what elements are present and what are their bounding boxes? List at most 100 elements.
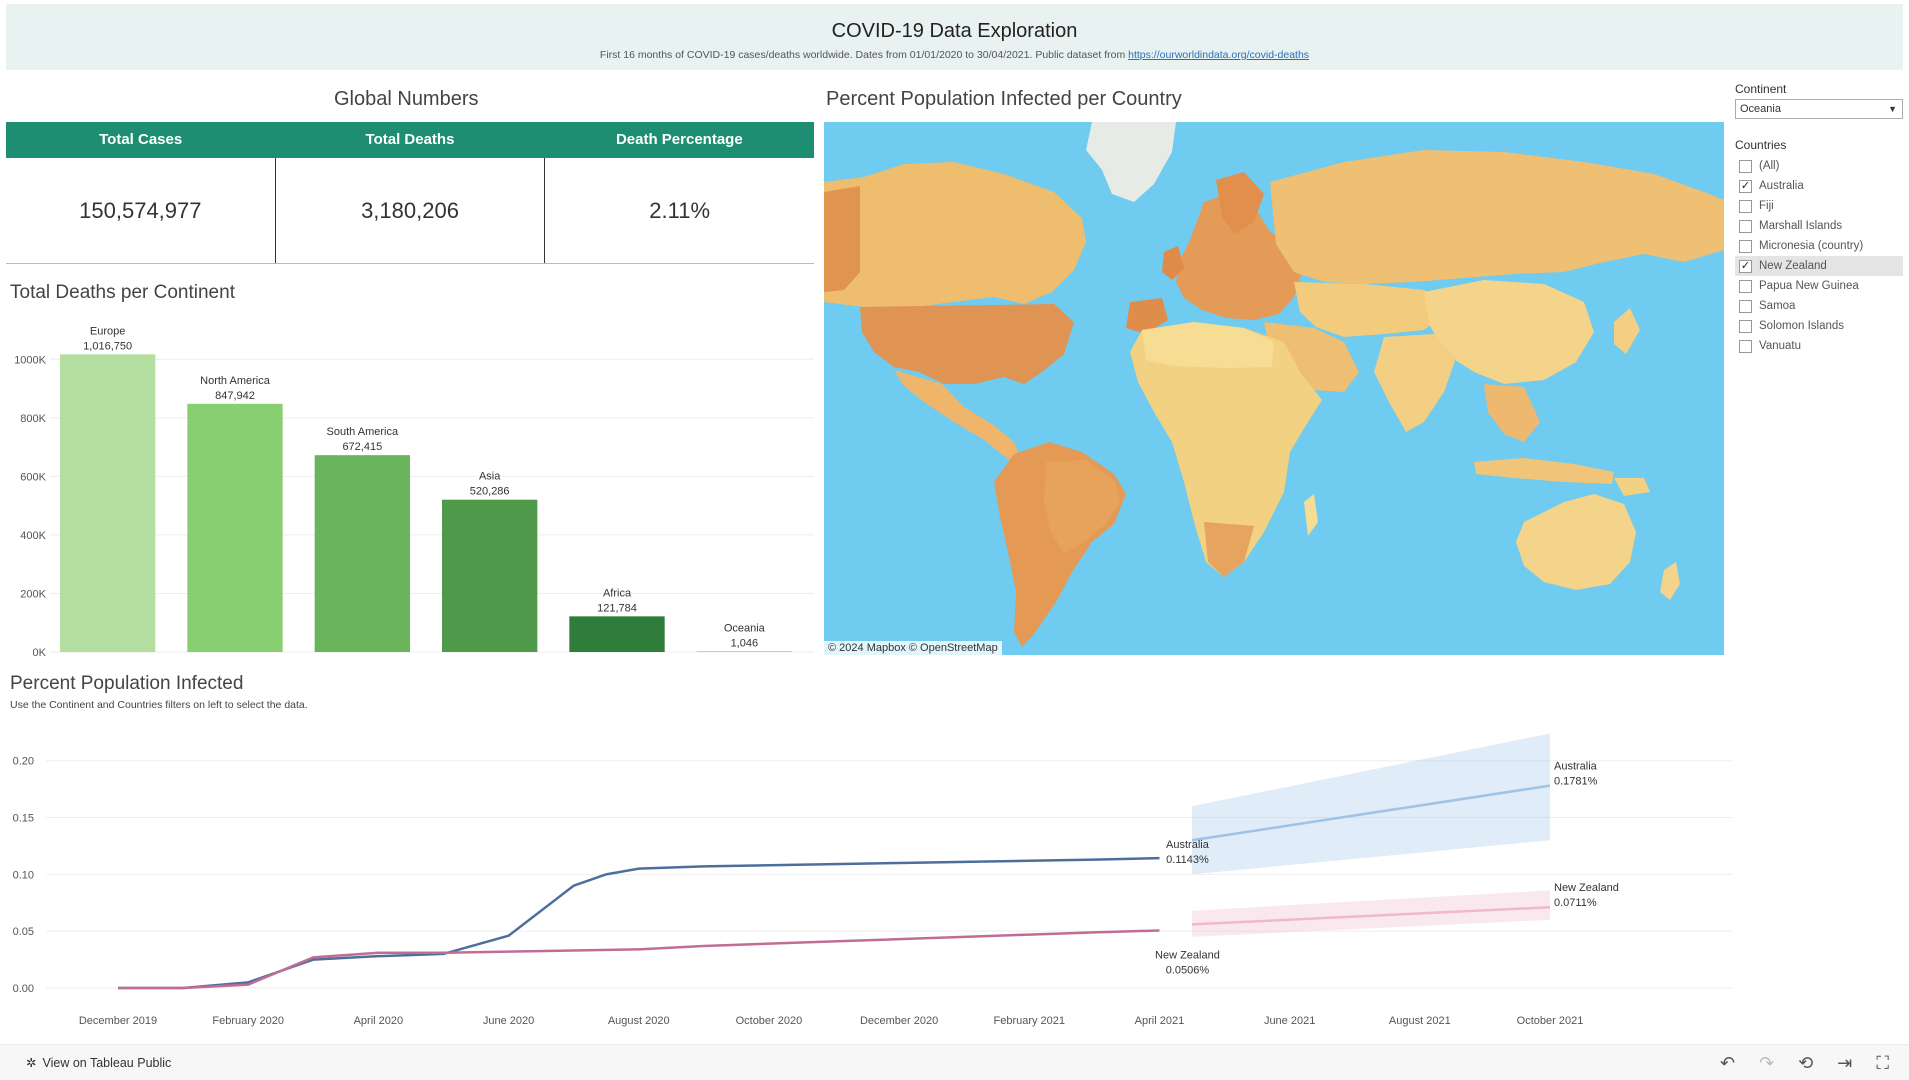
- bar-chart-title: Total Deaths per Continent: [10, 282, 235, 303]
- continent-dropdown[interactable]: Oceania ▼: [1735, 99, 1903, 119]
- country-option[interactable]: (All): [1735, 156, 1903, 176]
- series-end-value: 0.0506%: [1166, 965, 1210, 977]
- forecast-band: [1192, 890, 1550, 937]
- value-total-cases[interactable]: 150,574,977: [79, 198, 202, 223]
- share-icon[interactable]: ⇥: [1837, 1053, 1853, 1073]
- x-tick-label: February 2020: [212, 1015, 284, 1027]
- checkbox[interactable]: [1739, 299, 1752, 313]
- country-option[interactable]: Micronesia (country): [1735, 236, 1903, 256]
- checkbox[interactable]: [1739, 199, 1752, 213]
- view-on-tableau-link[interactable]: ✲ View on Tableau Public: [26, 1055, 171, 1071]
- checkbox[interactable]: [1739, 279, 1752, 293]
- india-shape: [1374, 334, 1456, 432]
- greenland-shape: [1086, 122, 1176, 202]
- checkbox[interactable]: [1739, 239, 1752, 253]
- bar[interactable]: [187, 403, 283, 652]
- dataset-link[interactable]: https://ourworldindata.org/covid-deaths: [1128, 49, 1310, 61]
- redo-icon[interactable]: ↷: [1759, 1053, 1775, 1073]
- checkbox[interactable]: [1739, 159, 1752, 173]
- x-tick-label: December 2019: [79, 1015, 157, 1027]
- bar-category-label: Asia: [479, 471, 501, 483]
- country-option[interactable]: Marshall Islands: [1735, 216, 1903, 236]
- country-option[interactable]: ✓ New Zealand: [1735, 256, 1903, 276]
- x-tick-label: October 2021: [1517, 1015, 1584, 1027]
- percent-infected-chart: 0.00 0.05 0.10 0.15 0.20 December 2019 Februar…: [13, 733, 1732, 1027]
- country-option-label: Samoa: [1759, 300, 1796, 312]
- southeast-asia-shape: [1484, 384, 1540, 442]
- x-tick-label: December 2020: [860, 1015, 938, 1027]
- forecast-band: [1192, 733, 1550, 875]
- papua-shape: [1614, 478, 1650, 496]
- world-map[interactable]: © 2024 Mapbox © OpenStreetMap: [824, 122, 1724, 655]
- bar[interactable]: [442, 499, 538, 652]
- bar[interactable]: [60, 354, 156, 652]
- country-option[interactable]: Samoa: [1735, 296, 1903, 316]
- dashboard-title: COVID-19 Data Exploration: [831, 20, 1078, 42]
- dashboard-subtitle: First 16 months of COVID-19 cases/deaths…: [6, 49, 1903, 61]
- y-tick-label: 0.20: [13, 756, 34, 768]
- footer-bar: ✲ View on Tableau Public ↶ ↷ ⟲ ⇥ ⛶: [0, 1044, 1909, 1080]
- series-end-label: New Zealand: [1155, 950, 1220, 962]
- x-tick-label: February 2021: [993, 1015, 1065, 1027]
- countries-filter-label: Countries: [1735, 138, 1787, 152]
- country-option[interactable]: Vanuatu: [1735, 336, 1903, 356]
- new-zealand-shape: [1660, 562, 1680, 600]
- forecast-line[interactable]: [1191, 784, 1551, 842]
- forecast-value: 0.0711%: [1554, 897, 1597, 909]
- bar-value-label: 847,942: [215, 390, 255, 402]
- y-tick-label: 0.10: [13, 869, 34, 881]
- dashboard-header: COVID-19 Data Exploration First 16 month…: [6, 4, 1903, 70]
- y-tick-label: 600K: [20, 471, 46, 483]
- checkbox[interactable]: ✓: [1739, 259, 1752, 273]
- y-tick-label: 800K: [20, 413, 46, 425]
- header-death-percentage: Death Percentage: [615, 131, 743, 148]
- series-line[interactable]: [118, 856, 1160, 990]
- africa-shape: [1130, 322, 1322, 577]
- series-line[interactable]: [118, 929, 1160, 990]
- map-attribution[interactable]: © 2024 Mapbox © OpenStreetMap: [824, 641, 1002, 655]
- bar-category-label: South America: [327, 426, 399, 438]
- forecast-label: Australia: [1554, 761, 1598, 773]
- china-shape: [1424, 280, 1594, 384]
- forecast-line[interactable]: [1191, 905, 1551, 926]
- country-option[interactable]: ✓ Australia: [1735, 176, 1903, 196]
- central-asia-shape: [1294, 282, 1454, 337]
- checkbox[interactable]: [1739, 339, 1752, 353]
- country-option[interactable]: Papua New Guinea: [1735, 276, 1903, 296]
- y-tick-label: 0.15: [13, 813, 34, 825]
- fullscreen-icon[interactable]: ⛶: [1876, 1053, 1889, 1073]
- forecast-value: 0.1781%: [1554, 776, 1598, 788]
- bar[interactable]: [569, 616, 665, 652]
- continent-filter-label: Continent: [1735, 82, 1787, 96]
- header-total-cases: Total Cases: [99, 131, 183, 148]
- country-option[interactable]: Fiji: [1735, 196, 1903, 216]
- alaska-shape: [824, 186, 860, 292]
- bar[interactable]: [314, 455, 410, 652]
- bar-value-label: 520,286: [470, 486, 510, 498]
- world-map-graphic[interactable]: [824, 122, 1724, 655]
- revert-icon[interactable]: ⟲: [1798, 1053, 1814, 1073]
- checkbox[interactable]: [1739, 219, 1752, 233]
- forecast-label: New Zealand: [1554, 882, 1619, 894]
- bar-category-label: Europe: [90, 325, 125, 337]
- uk-shape: [1162, 246, 1184, 280]
- value-total-deaths[interactable]: 3,180,206: [274, 158, 545, 263]
- country-option[interactable]: Solomon Islands: [1735, 316, 1903, 336]
- toolbar: ↶ ↷ ⟲ ⇥ ⛶: [1720, 1053, 1889, 1074]
- countries-filter: Countries (All) ✓ Australia Fiji Marshall Is…: [1735, 138, 1903, 356]
- checkbox[interactable]: [1739, 319, 1752, 333]
- chevron-down-icon: ▼: [1888, 104, 1897, 114]
- continent-dropdown-value: Oceania: [1740, 103, 1781, 115]
- value-death-percentage[interactable]: 2.11%: [544, 158, 814, 263]
- line-chart-note: Use the Continent and Countries filters …: [10, 699, 308, 711]
- series-end-value: 0.1143%: [1166, 854, 1209, 866]
- checkbox[interactable]: ✓: [1739, 179, 1752, 193]
- iberia-shape: [1126, 298, 1168, 334]
- y-tick-label: 0.05: [13, 926, 34, 938]
- undo-icon[interactable]: ↶: [1720, 1053, 1736, 1073]
- x-tick-label: June 2021: [1264, 1015, 1315, 1027]
- x-tick-label: April 2021: [1135, 1015, 1185, 1027]
- series-end-label: Australia: [1166, 839, 1210, 851]
- deaths-per-continent-chart: 0K 200K 400K 600K 800K 1000K Europe 1,016,750 No…: [14, 325, 814, 657]
- usa-shape: [860, 304, 1074, 384]
